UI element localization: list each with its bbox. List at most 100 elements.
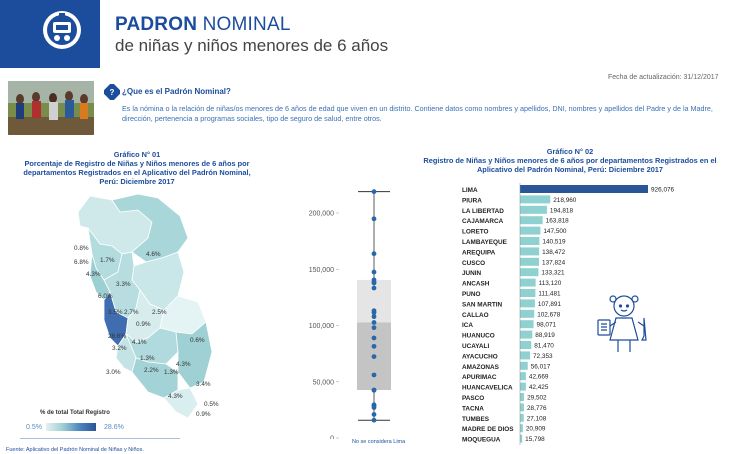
bar-category-label: PASCO (462, 395, 484, 402)
box-axis-tick: 100,000 (309, 323, 334, 330)
map-percent-label: 6.8% (74, 259, 89, 266)
bar (520, 361, 528, 370)
bar-value-label: 72,353 (533, 353, 553, 360)
map-percent-label: 3.5% (108, 309, 123, 316)
map-percent-label: 0.6% (190, 337, 205, 344)
box-plot-note: No se considera Lima (352, 439, 406, 445)
map-percent-label: 3.0% (106, 369, 121, 376)
bar-chart: LIMA 926,076 PIURA 218,960 LA LIBERTAD 194,81… (462, 183, 675, 445)
box-plot: 200,000 150,000 100,000 50,000 0 (309, 189, 391, 440)
box-point (371, 314, 377, 320)
source-note: Fuente: Aplicativo del Padrón Nominal de… (6, 447, 144, 453)
bar (520, 205, 547, 214)
box-point (371, 251, 377, 257)
bar (520, 382, 526, 391)
bar-category-label: SAN MARTIN (462, 301, 503, 308)
peru-map: 0.8% 6.8% 1.7% 4.3% 4.6% 6.0%3.3% 3.5% 2.7% 2.5%… (74, 193, 219, 419)
box-point (371, 354, 377, 360)
bar-value-label: 138,472 (542, 249, 566, 256)
bar-category-label: AMAZONAS (462, 364, 500, 371)
box-point (371, 387, 377, 393)
map-region-tacna (163, 387, 199, 419)
map-percent-label: 28.6% (108, 333, 126, 340)
map-percent-label: 0.8% (74, 245, 89, 252)
bar-category-label: MOQUEGUA (462, 437, 501, 444)
map-percent-label: 2.5% (152, 309, 167, 316)
map-percent-label: 1.7% (100, 257, 115, 264)
legend-max: 28.6% (104, 424, 124, 431)
bar (520, 289, 536, 297)
bar-value-label: 88,919 (535, 332, 555, 339)
bar (520, 424, 523, 433)
bar-category-label: LAMBAYEQUE (462, 239, 508, 246)
bar-value-label: 15,798 (525, 436, 545, 443)
bar-value-label: 42,425 (529, 384, 549, 391)
bar-category-label: UCAYALI (462, 343, 489, 350)
box-axis-tick: 200,000 (309, 211, 334, 218)
svg-text:?: ? (110, 88, 115, 97)
page-title: PADRON NOMINAL (115, 14, 291, 35)
map-percent-label: 0.9% (196, 411, 211, 418)
box-axis-tick: 50,000 (313, 379, 335, 386)
bar-category-label: APURIMAC (462, 374, 497, 381)
bar-value-label: 28,776 (527, 405, 547, 412)
bar-category-label: LORETO (462, 229, 489, 236)
bar-category-label: ANCASH (462, 281, 490, 288)
bar (520, 393, 525, 401)
bar (520, 434, 523, 443)
bar-category-label: AYACUCHO (462, 353, 498, 360)
map-percent-label: 6.0% (98, 293, 113, 300)
bar-value-label: 20,909 (526, 426, 546, 433)
map-percent-label: 2.2% (144, 367, 159, 374)
bar (520, 403, 524, 412)
bar-category-label: CUSCO (462, 260, 485, 267)
girl-illustration-icon (597, 295, 647, 352)
question-icon: ? (102, 82, 122, 102)
bar-value-label: 56,017 (531, 363, 551, 370)
graph1-title: Gráfico N° 01 Porcentaje de Registro de … (23, 150, 251, 186)
box-point (371, 325, 377, 331)
bar-value-label: 137,824 (542, 259, 566, 266)
map-percent-label: 4.3% (176, 361, 191, 368)
bar (520, 247, 540, 256)
box-point (371, 285, 377, 291)
bar (520, 185, 648, 193)
bar-value-label: 218,960 (553, 197, 577, 204)
box-point (371, 417, 377, 423)
box-point (371, 372, 377, 378)
bar-value-label: 42,669 (529, 374, 549, 381)
box-point (371, 310, 377, 315)
intro-title: ¿Que es el Padrón Nominal? (122, 87, 231, 96)
bar-category-label: LA LIBERTAD (462, 208, 504, 215)
map-percent-label: 4.1% (132, 339, 147, 346)
map-percent-label: 1.3% (140, 355, 155, 362)
header-logo-banner (0, 0, 100, 68)
bar-category-label: PIURA (462, 197, 482, 204)
bar-value-label: 27,108 (527, 415, 547, 422)
bar (520, 257, 540, 266)
box-point (371, 405, 377, 410)
padron-logo-icon (43, 11, 81, 49)
bar-category-label: AREQUIPA (462, 249, 496, 256)
bar-value-label: 81,470 (534, 343, 554, 350)
bar-category-label: PUNO (462, 291, 480, 298)
box-point (371, 412, 377, 417)
legend-min: 0.5% (26, 424, 42, 431)
bar-value-label: 147,500 (543, 228, 567, 235)
divider (20, 438, 180, 439)
map-percent-label: 2.7% (124, 309, 139, 316)
map-percent-label: 0.9% (136, 321, 151, 328)
map-region-arequipa (131, 357, 179, 399)
map-percent-label: 4.3% (86, 271, 101, 278)
map-percent-label: 0.5% (204, 401, 219, 408)
bar-value-label: 111,481 (538, 291, 561, 298)
bar-category-label: MADRE DE DIOS (462, 426, 514, 433)
bar-value-label: 102,678 (537, 311, 561, 318)
box-axis-tick: 150,000 (309, 267, 334, 274)
bar (520, 268, 539, 277)
bar (520, 216, 543, 225)
map-percent-label: 1.3% (164, 369, 179, 376)
bar (520, 320, 534, 329)
bar-category-label: CALLAO (462, 312, 489, 319)
box-axis-tick: 0 (330, 436, 334, 440)
